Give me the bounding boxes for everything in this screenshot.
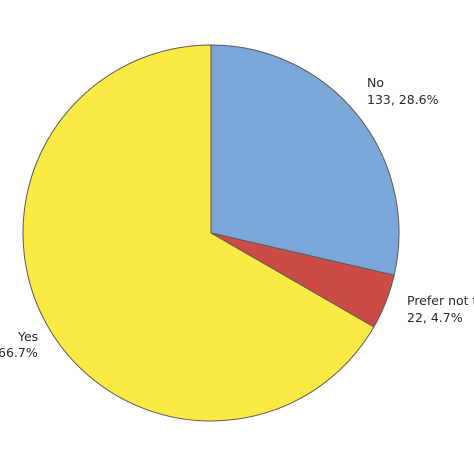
label-no-value: 133, 28.6% (367, 92, 439, 107)
slice-no (210, 44, 400, 276)
label-yes-value: 66.7% (0, 345, 38, 360)
slices-group (22, 44, 400, 422)
slice-yes (22, 44, 375, 422)
slice-labels: No 133, 28.6% Prefer not t 22, 4.7% Yes … (0, 75, 474, 360)
label-no-name: No (367, 75, 384, 90)
label-prefer-name: Prefer not t (407, 293, 474, 308)
label-prefer-value: 22, 4.7% (407, 310, 463, 325)
label-yes-name: Yes (17, 329, 38, 344)
